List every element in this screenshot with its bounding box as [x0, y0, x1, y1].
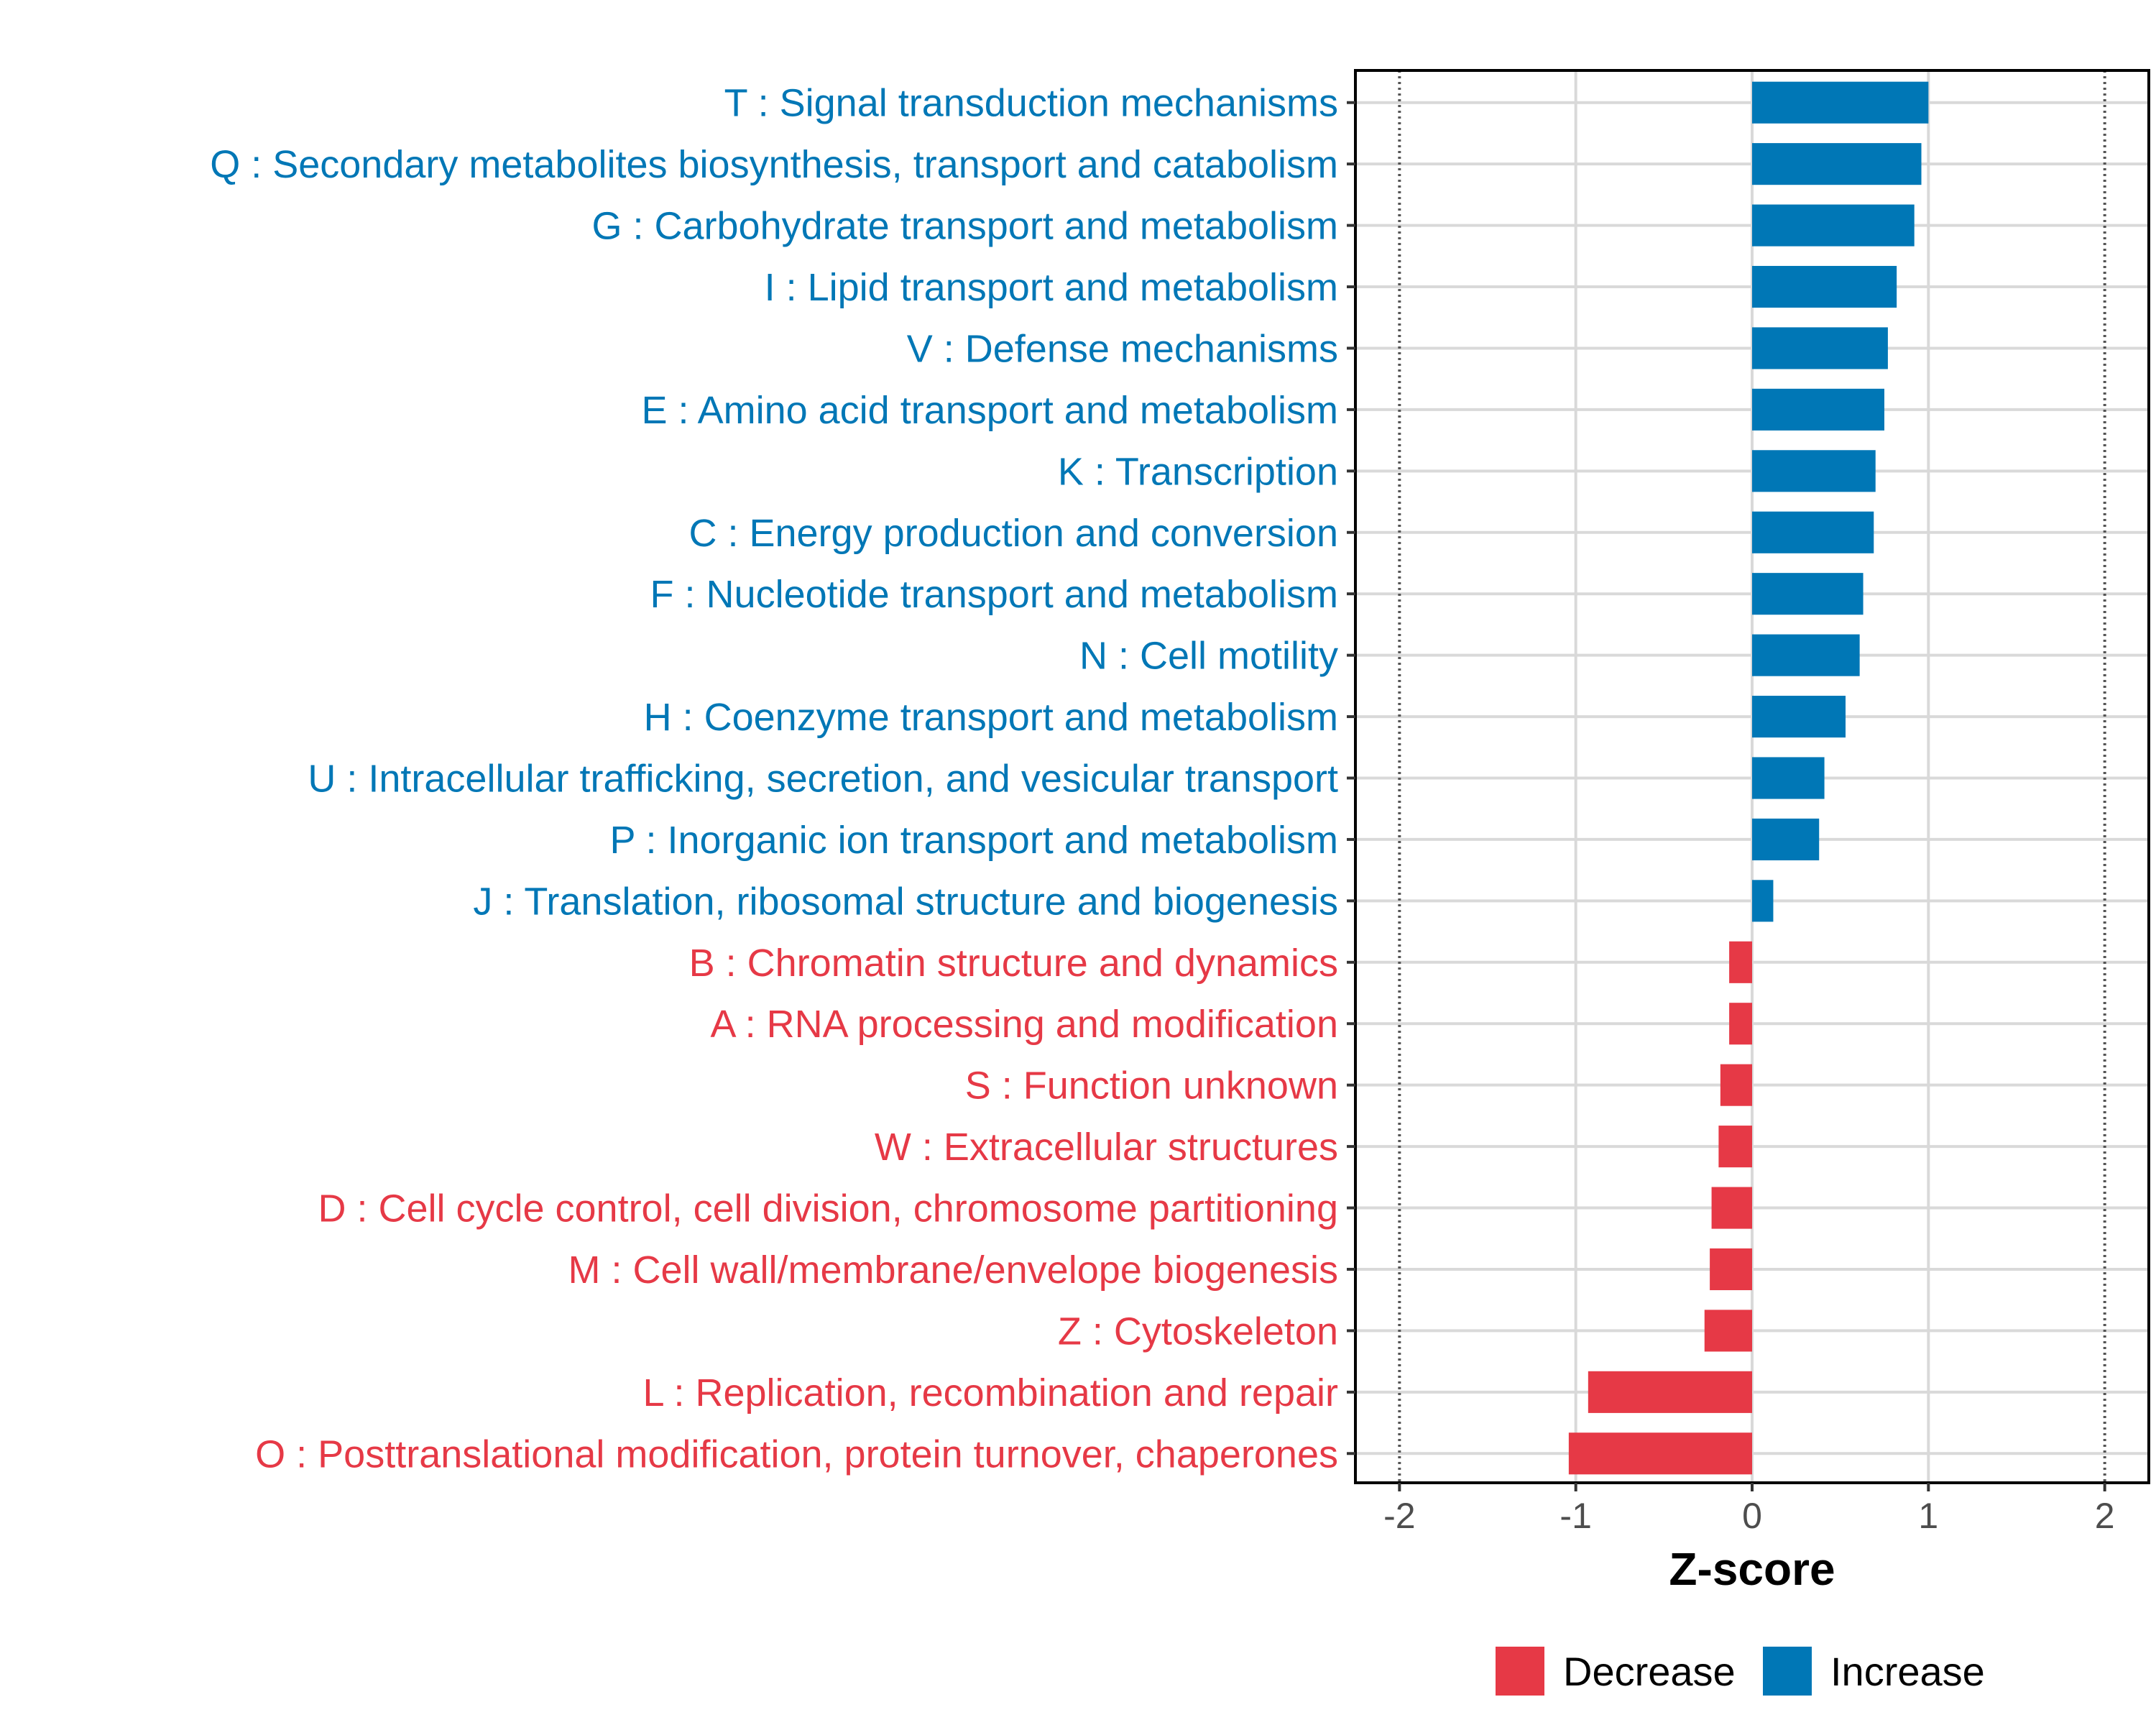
category-label: E : Amino acid transport and metabolism: [642, 389, 1338, 432]
bar: [1752, 450, 1876, 492]
category-label: Q : Secondary metabolites biosynthesis, …: [210, 143, 1338, 186]
category-label: C : Energy production and conversion: [688, 512, 1338, 555]
category-label: V : Defense mechanisms: [907, 327, 1338, 370]
bar: [1752, 388, 1884, 431]
bar: [1704, 1310, 1752, 1352]
bar: [1752, 511, 1874, 553]
category-label: K : Transcription: [1058, 450, 1338, 493]
x-tick-label: -2: [1383, 1496, 1415, 1536]
category-label: H : Coenzyme transport and metabolism: [644, 696, 1338, 739]
category-label: A : RNA processing and modification: [711, 1003, 1338, 1046]
category-label: U : Intracellular trafficking, secretion…: [308, 758, 1338, 801]
bar: [1752, 265, 1897, 308]
category-label: P : Inorganic ion transport and metaboli…: [609, 819, 1338, 862]
category-label: F : Nucleotide transport and metabolism: [650, 573, 1338, 616]
category-label: J : Translation, ribosomal structure and…: [473, 880, 1338, 923]
bar: [1752, 880, 1774, 922]
x-tick-label: 2: [2095, 1496, 2115, 1536]
category-label: L : Replication, recombination and repai…: [642, 1371, 1338, 1414]
category-labels: T : Signal transduction mechanisms Q : Se…: [210, 82, 1355, 1476]
bar: [1711, 1187, 1752, 1229]
bar: [1752, 757, 1825, 799]
bar: [1752, 634, 1860, 676]
category-label: G : Carbohydrate transport and metabolis…: [592, 205, 1339, 248]
category-label: M : Cell wall/membrane/envelope biogenes…: [568, 1248, 1338, 1292]
legend-label: Decrease: [1563, 1649, 1736, 1694]
legend-swatch: [1496, 1647, 1544, 1696]
bar: [1752, 696, 1846, 738]
legend-swatch: [1763, 1647, 1812, 1696]
bar: [1752, 143, 1922, 185]
legend-label: Increase: [1830, 1649, 1985, 1694]
category-label: Z : Cytoskeleton: [1058, 1310, 1338, 1353]
bar: [1588, 1371, 1752, 1413]
category-label: T : Signal transduction mechanisms: [724, 82, 1338, 125]
bar: [1710, 1248, 1752, 1291]
x-tick-label: 1: [1918, 1496, 1938, 1536]
bar: [1720, 1064, 1752, 1106]
category-label: D : Cell cycle control, cell division, c…: [318, 1187, 1338, 1230]
x-tick-label: 0: [1742, 1496, 1762, 1536]
category-label: S : Function unknown: [965, 1064, 1338, 1108]
category-label: W : Extracellular structures: [875, 1126, 1338, 1169]
x-axis: -2 -1 0 1 2: [1383, 1483, 2115, 1536]
bar-series: [1568, 81, 1929, 1475]
legend: Decrease Increase: [1496, 1647, 1985, 1696]
bar: [1752, 204, 1915, 247]
x-tick-label: -1: [1560, 1496, 1591, 1536]
category-label: B : Chromatin structure and dynamics: [689, 942, 1338, 985]
bar: [1729, 1003, 1752, 1045]
category-label: O : Posttranslational modification, prot…: [255, 1432, 1338, 1476]
category-label: I : Lipid transport and metabolism: [765, 266, 1338, 309]
bar: [1568, 1432, 1752, 1475]
bar: [1718, 1126, 1752, 1168]
x-axis-title: Z-score: [1669, 1543, 1835, 1595]
bar: [1752, 573, 1864, 615]
bar: [1752, 818, 1820, 860]
bar: [1729, 941, 1752, 983]
bar: [1752, 81, 1929, 124]
bar: [1752, 327, 1888, 369]
category-label: N : Cell motility: [1079, 635, 1338, 678]
